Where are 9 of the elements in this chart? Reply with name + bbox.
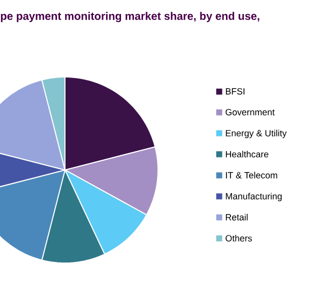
legend-label: Energy & Utility [226, 130, 287, 138]
legend-label: Healthcare [226, 150, 268, 158]
legend-label: Retail [226, 214, 248, 220]
legend-label: Manufacturing [226, 192, 282, 202]
legend-label: IT & Telecom [226, 172, 278, 178]
legend-label: Government [226, 108, 275, 116]
legend-label: BFSI [226, 88, 244, 95]
chart-title: pe payment monitoring market share, by end use, [0, 12, 260, 22]
legend-label: Others [226, 234, 252, 242]
